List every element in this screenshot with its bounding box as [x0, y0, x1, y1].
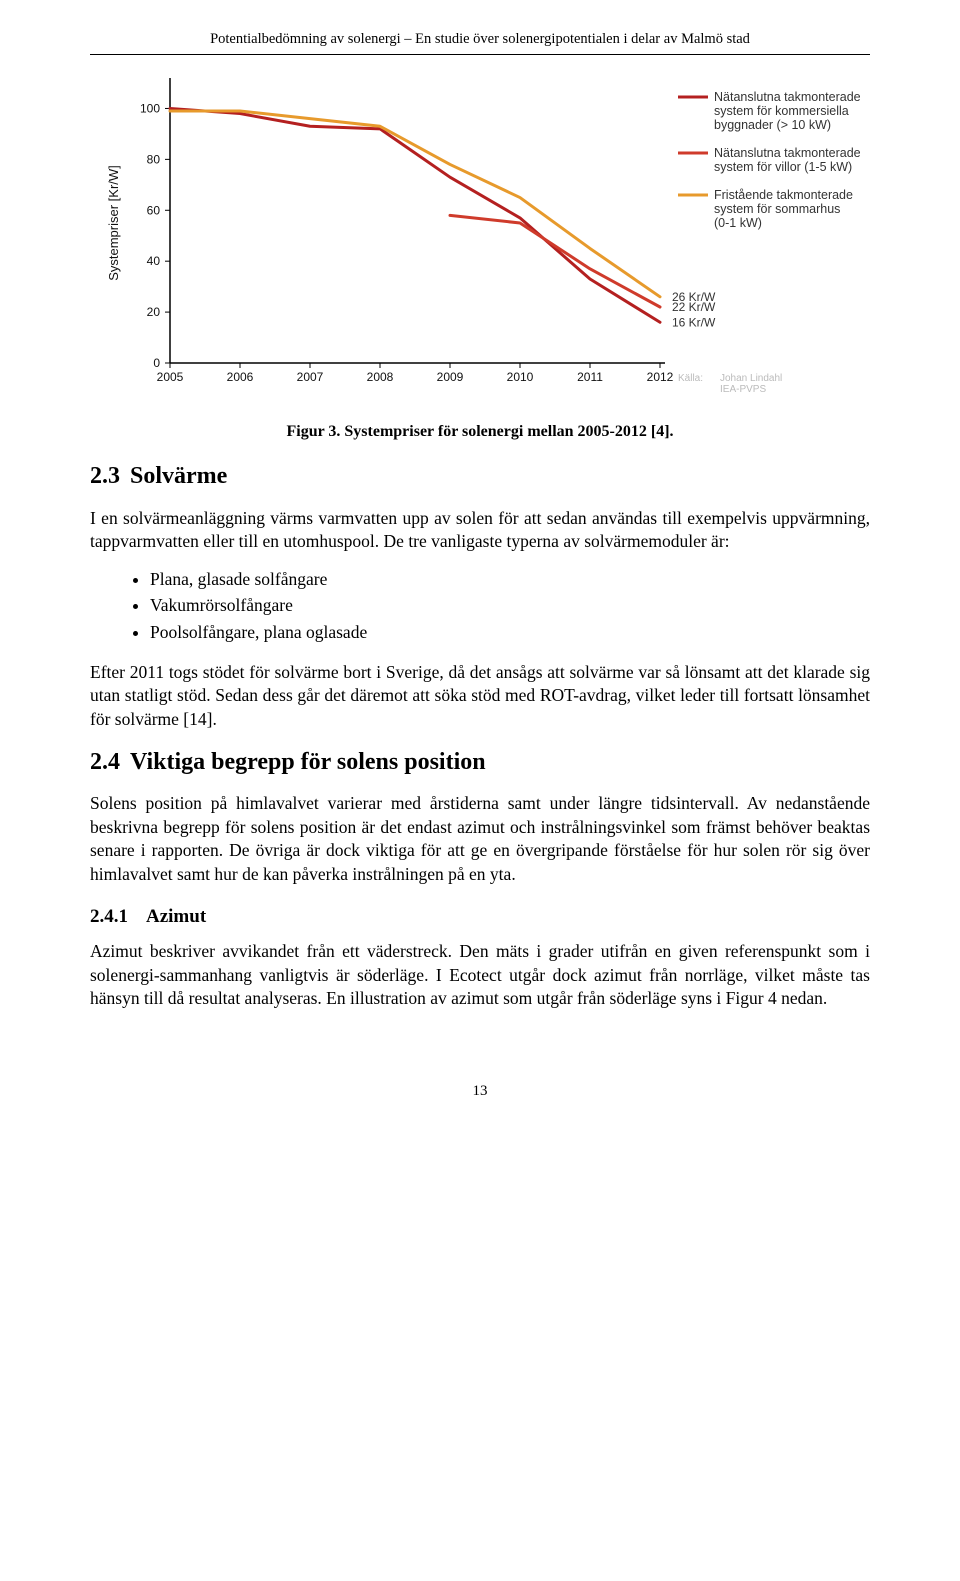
svg-text:2012: 2012	[647, 370, 674, 384]
svg-text:Fristående takmonterade: Fristående takmonterade	[714, 188, 853, 202]
svg-text:2006: 2006	[227, 370, 254, 384]
svg-text:2011: 2011	[577, 370, 603, 384]
solvarme-types-list: Plana, glasade solfångareVakumrörsolfång…	[150, 568, 870, 645]
svg-text:byggnader (> 10 kW): byggnader (> 10 kW)	[714, 118, 831, 132]
section-2-4-1-heading: 2.4.1 Azimut	[90, 904, 870, 930]
svg-text:2005: 2005	[157, 370, 184, 384]
section-2-3-heading: 2.3 Solvärme	[90, 460, 870, 492]
section-2-4-num: 2.4	[90, 749, 120, 775]
price-chart: 0 20 40 60 80 100 Systempriser [Kr/W] 2005 2006 2…	[90, 73, 870, 413]
svg-text:2008: 2008	[367, 370, 394, 384]
chart-caption: Figur 3. Systempriser för solenergi mell…	[90, 421, 870, 443]
para-2-3-intro: I en solvärmeanläggning värms varmvatten…	[90, 507, 870, 554]
svg-text:IEA-PVPS: IEA-PVPS	[720, 384, 766, 395]
section-2-4-heading: 2.4 Viktiga begrepp för solens position	[90, 746, 870, 778]
svg-text:Nätanslutna takmonterade: Nätanslutna takmonterade	[714, 90, 860, 104]
section-2-3-num: 2.3	[90, 463, 120, 489]
svg-text:system för sommarhus: system för sommarhus	[714, 202, 840, 216]
svg-text:60: 60	[147, 203, 161, 217]
svg-text:2010: 2010	[507, 370, 534, 384]
svg-text:20: 20	[147, 305, 161, 319]
svg-text:system för kommersiella: system för kommersiella	[714, 104, 849, 118]
svg-text:40: 40	[147, 254, 161, 268]
svg-text:Systempriser [Kr/W]: Systempriser [Kr/W]	[106, 165, 121, 281]
page-number: 13	[90, 1081, 870, 1101]
para-2-4-1: Azimut beskriver avvikandet från ett väd…	[90, 940, 870, 1011]
list-item: Vakumrörsolfångare	[150, 594, 870, 618]
list-item: Poolsolfångare, plana oglasade	[150, 621, 870, 645]
svg-text:2009: 2009	[437, 370, 464, 384]
section-2-4-1-num: 2.4.1	[90, 906, 128, 927]
svg-text:Källa:: Källa:	[678, 373, 703, 384]
svg-text:Johan Lindahl: Johan Lindahl	[720, 373, 782, 384]
para-2-3-after: Efter 2011 togs stödet för solvärme bort…	[90, 661, 870, 732]
section-2-4-title: Viktiga begrepp för solens position	[130, 749, 486, 775]
svg-text:100: 100	[140, 101, 160, 115]
para-2-4-intro: Solens position på himlavalvet varierar …	[90, 792, 870, 887]
svg-text:system för villor (1-5 kW): system för villor (1-5 kW)	[714, 160, 852, 174]
section-2-4-1-title: Azimut	[146, 906, 206, 927]
svg-text:2007: 2007	[297, 370, 324, 384]
list-item: Plana, glasade solfångare	[150, 568, 870, 592]
svg-text:80: 80	[147, 152, 161, 166]
svg-text:(0-1 kW): (0-1 kW)	[714, 216, 762, 230]
section-2-3-title: Solvärme	[130, 463, 227, 489]
svg-text:0: 0	[153, 356, 160, 370]
svg-text:16 Kr/W: 16 Kr/W	[672, 315, 716, 329]
svg-text:Nätanslutna takmonterade: Nätanslutna takmonterade	[714, 146, 860, 160]
svg-text:22 Kr/W: 22 Kr/W	[672, 300, 716, 314]
page-header: Potentialbedömning av solenergi – En stu…	[90, 30, 870, 55]
